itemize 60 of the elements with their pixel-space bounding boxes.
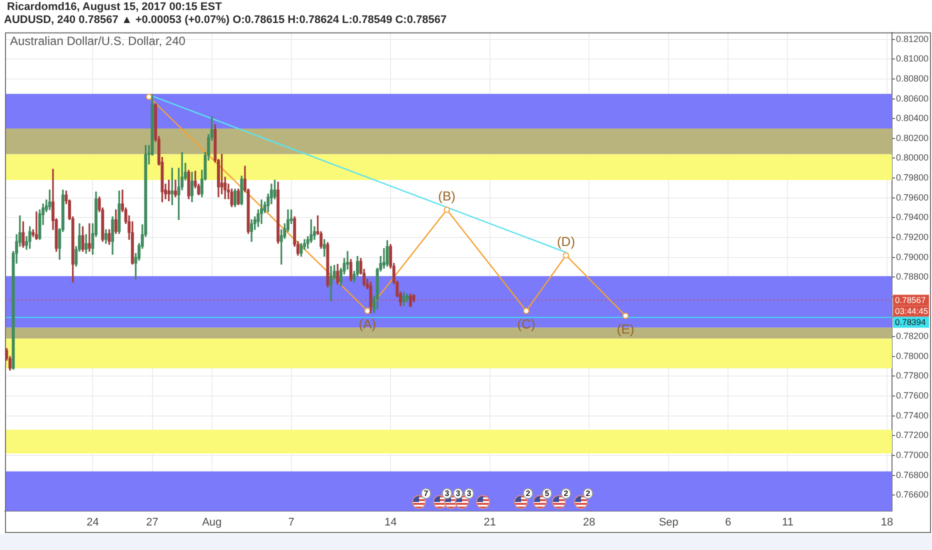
annotation: 3 xyxy=(464,488,474,499)
point xyxy=(562,252,570,258)
x-tick-label: Sep xyxy=(658,516,678,529)
annotation: (A) xyxy=(358,316,376,332)
annotation: 2 xyxy=(523,488,533,499)
y-tick-label: 0.81000 xyxy=(896,54,929,64)
x-tick-label: 11 xyxy=(782,516,794,529)
y-tick-label: 0.76600 xyxy=(896,490,929,500)
candlestick xyxy=(34,211,38,240)
point xyxy=(622,312,629,319)
point xyxy=(444,206,450,213)
y-tick-label: 0.78200 xyxy=(896,331,929,342)
ref-line-label: 0.78394 xyxy=(895,317,926,328)
y-tick-label: 0.80200 xyxy=(896,132,929,143)
y-tick-label: 0.76800 xyxy=(896,470,929,480)
annotation: (B) xyxy=(438,188,456,204)
candlestick xyxy=(174,180,177,198)
y-tick-label: 0.80800 xyxy=(896,73,929,84)
annotation: 2 xyxy=(583,488,593,499)
x-tick-label: 18 xyxy=(880,516,894,529)
y-tick-label: 0.77400 xyxy=(896,410,929,420)
annotation: 3 xyxy=(442,488,452,499)
annotation: (C) xyxy=(517,316,536,332)
x-tick-label: Aug xyxy=(202,516,222,529)
y-tick-label: 0.80600 xyxy=(896,93,929,104)
annotation: 7 xyxy=(421,488,431,499)
point xyxy=(523,308,530,314)
annotation: 5 xyxy=(542,488,552,499)
y-tick-label: 0.79200 xyxy=(896,232,929,242)
y-tick-label: 0.79400 xyxy=(896,212,929,222)
x-tick-label: 7 xyxy=(288,516,294,529)
x-tick-label: 6 xyxy=(725,516,732,529)
chart-title: Ricardomd16, August 15, 2017 00:15 EST xyxy=(7,1,222,14)
y-tick-label: 0.77800 xyxy=(896,370,929,381)
y-tick-label: 0.77200 xyxy=(896,430,929,440)
y-tick-label: 0.79800 xyxy=(896,172,929,183)
chart-subtitle: AUDUSD, 240 0.78567 ▲ +0.00053 (+0.07%) O:0.78615 H:0.78624 L:0.78549 C:0.78567 xyxy=(4,14,447,27)
ref-line-label: 0.78567 xyxy=(895,295,926,306)
y-tick-label: 0.79600 xyxy=(896,192,929,202)
x-tick-label: 14 xyxy=(384,516,397,529)
y-tick-label: 0.80000 xyxy=(896,152,929,163)
text: 03:44:45 xyxy=(895,306,928,316)
x-tick-label: 21 xyxy=(484,516,496,529)
y-tick-label: 0.79000 xyxy=(896,252,929,262)
point xyxy=(146,94,152,100)
y-tick-label: 0.78800 xyxy=(896,272,929,282)
annotation: 3 xyxy=(453,488,463,499)
candlestick xyxy=(260,200,263,224)
y-tick-label: 0.77600 xyxy=(896,390,929,401)
annotation: 2 xyxy=(561,488,571,499)
point xyxy=(364,308,371,314)
annotation: (D) xyxy=(556,234,576,249)
y-tick-label: 0.78000 xyxy=(896,350,929,361)
x-tick-label: 27 xyxy=(146,516,158,529)
annotation: Australian Dollar/U.S. Dollar, 240 xyxy=(10,34,186,48)
x-tick-label: 28 xyxy=(583,516,596,529)
y-tick-label: 0.80400 xyxy=(896,113,929,124)
y-tick-label: 0.77000 xyxy=(896,450,929,460)
x-tick-label: 24 xyxy=(86,516,99,529)
y-tick-label: 0.81200 xyxy=(896,34,929,44)
